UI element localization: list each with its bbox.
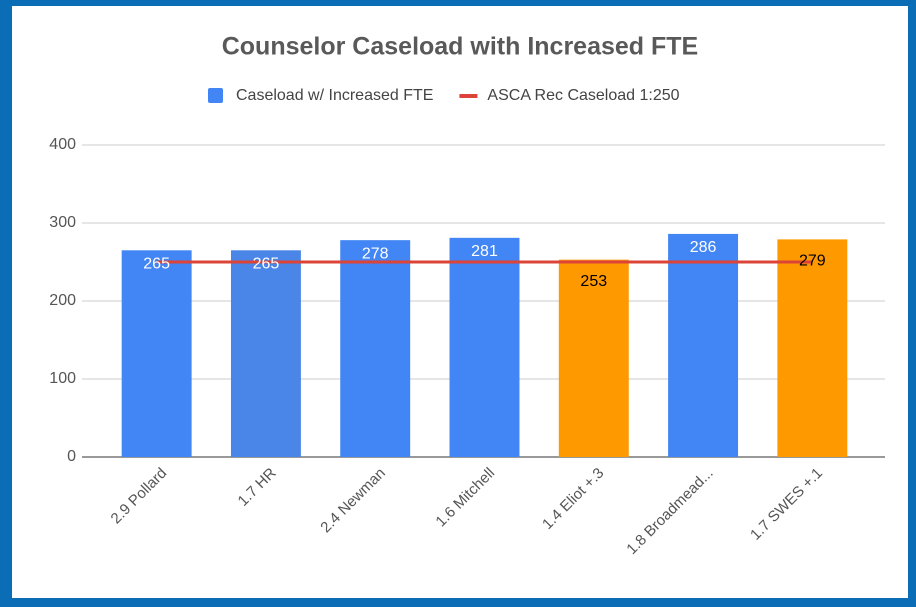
bar (230, 250, 301, 457)
data-label: 253 (580, 273, 607, 290)
bar (121, 250, 192, 457)
data-label: 279 (799, 253, 826, 270)
data-label: 265 (253, 256, 280, 273)
data-label: 278 (362, 245, 389, 262)
x-tick-label: 2.4 Newman (317, 465, 389, 537)
chart-title: Counselor Caseload with Increased FTE (222, 33, 699, 61)
x-tick-label: 1.4 Eliot +.3 (539, 465, 607, 533)
data-label: 281 (471, 243, 498, 260)
y-tick-label: 0 (67, 448, 76, 465)
x-tick-label: 1.8 Broadmead... (623, 465, 716, 558)
x-tick-label: 1.7 HR (235, 464, 280, 509)
y-tick-label: 400 (49, 136, 76, 153)
chart: Counselor Caseload with Increased FTE 0 1… (12, 6, 908, 598)
y-tick-label: 100 (49, 370, 76, 387)
data-label: 265 (143, 256, 170, 273)
bar (558, 259, 629, 457)
x-tick-label: 1.6 Mitchell (432, 465, 498, 531)
x-tick-label: 1.7 SWES +.1 (747, 465, 826, 544)
y-tick-label: 200 (49, 292, 76, 309)
data-label: 286 (690, 239, 717, 256)
legend-swatch (459, 94, 478, 98)
bar (449, 237, 520, 457)
bar (668, 233, 739, 457)
y-tick-label: 300 (49, 214, 76, 231)
bar (777, 239, 848, 457)
legend-swatch (208, 88, 223, 103)
x-tick-label: 2.9 Pollard (108, 465, 171, 528)
legend-label: ASCA Rec Caseload 1:250 (487, 87, 679, 104)
bar (340, 240, 411, 457)
legend-label: Caseload w/ Increased FTE (236, 87, 433, 104)
